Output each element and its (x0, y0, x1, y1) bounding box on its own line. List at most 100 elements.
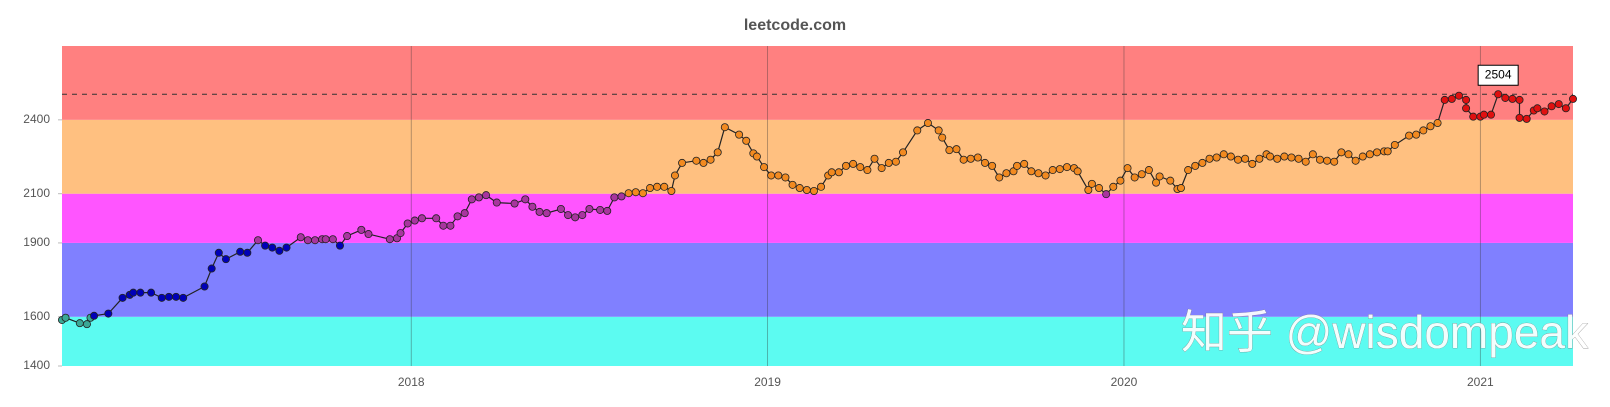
rating-point (1034, 169, 1043, 178)
rating-point (1062, 163, 1071, 172)
rating-point (129, 288, 138, 297)
rating-point (1487, 110, 1496, 119)
rating-point (877, 164, 886, 173)
rating-point (1123, 164, 1132, 173)
rating-point (261, 241, 270, 250)
rating-point (118, 293, 127, 302)
rating-point (624, 189, 633, 198)
chart-title: leetcode.com (744, 17, 846, 34)
rating-point (596, 205, 605, 214)
rating-point (1226, 152, 1235, 161)
rating-point (1337, 148, 1346, 157)
rating-point (214, 248, 223, 257)
rating-point (179, 293, 188, 302)
rating-point (1287, 153, 1296, 162)
rating-point (432, 214, 441, 223)
rating-point (1130, 173, 1139, 182)
rating-point (1540, 107, 1549, 116)
rating-point (1255, 154, 1264, 163)
rating-point (1002, 169, 1011, 178)
rating-point (973, 153, 982, 162)
rating-point (200, 282, 209, 291)
rating-point (1358, 152, 1367, 161)
rating-point (136, 288, 145, 297)
rating-point (453, 212, 462, 221)
rating-point (243, 248, 252, 257)
annotation-box (1477, 64, 1519, 86)
rating-point (856, 163, 865, 172)
y-tick-label: 1600 (23, 309, 50, 323)
y-tick-label: 1900 (23, 235, 50, 249)
rating-point (1116, 176, 1125, 185)
rating-point (1344, 150, 1353, 159)
rating-point (966, 154, 975, 163)
rating-point (104, 309, 113, 318)
rating-point (923, 119, 932, 128)
rating-point (1144, 166, 1153, 175)
rating-point (275, 246, 284, 255)
rating-point (528, 202, 537, 211)
rating-point (1176, 184, 1185, 193)
rating-point (760, 163, 769, 172)
rating-point (1191, 161, 1200, 170)
rating-point (1315, 155, 1324, 164)
rating-point (660, 182, 669, 191)
rating-point (1308, 150, 1317, 159)
rating-point (653, 182, 662, 191)
rating-point (849, 159, 858, 168)
rating-point (1184, 166, 1193, 175)
rating-point (1469, 112, 1478, 121)
rating-point (521, 195, 530, 204)
rating-point (460, 209, 469, 218)
rating-band (62, 46, 1573, 120)
rating-point (1462, 95, 1471, 104)
rating-point (1547, 102, 1556, 111)
rating-point (913, 126, 922, 135)
rating-band (62, 316, 1573, 366)
rating-point (311, 236, 320, 245)
rating-point (328, 235, 337, 244)
rating-point (1155, 172, 1164, 181)
rating-point (492, 198, 501, 207)
rating-point (767, 171, 776, 180)
rating-point (1447, 94, 1456, 103)
rating-point (564, 211, 573, 220)
rating-point (90, 311, 99, 320)
rating-point (884, 158, 893, 167)
rating-point (1412, 130, 1421, 139)
rating-point (631, 188, 640, 197)
rating-point (1248, 159, 1257, 168)
rating-point (439, 221, 448, 230)
rating-point (980, 158, 989, 167)
rating-point (1419, 126, 1428, 135)
rating-point (585, 204, 594, 213)
rating-point (417, 214, 426, 223)
rating-point (1027, 167, 1036, 176)
rating-point (1372, 148, 1381, 157)
rating-point (1522, 114, 1531, 123)
y-tick-label: 2400 (23, 112, 50, 126)
rating-point (817, 182, 826, 191)
rating-point (357, 225, 366, 234)
rating-point (995, 173, 1004, 182)
rating-point (1137, 170, 1146, 179)
rating-point (617, 192, 626, 201)
rating-point (343, 232, 352, 241)
rating-point (788, 180, 797, 189)
rating-point (1266, 152, 1275, 161)
rating-point (1013, 161, 1022, 170)
rating-point (1561, 104, 1570, 113)
rating-point (1152, 178, 1161, 187)
rating-point (1087, 179, 1096, 188)
rating-point (510, 199, 519, 208)
x-tick-label: 2019 (754, 375, 781, 389)
rating-point (1515, 95, 1524, 104)
rating-point (938, 133, 947, 142)
rating-point (802, 185, 811, 194)
rating-point (1102, 190, 1111, 199)
rating-point (1095, 184, 1104, 193)
rating-point (720, 123, 729, 132)
rating-point (870, 154, 879, 163)
rating-point (335, 241, 344, 250)
rating-point (1390, 140, 1399, 149)
